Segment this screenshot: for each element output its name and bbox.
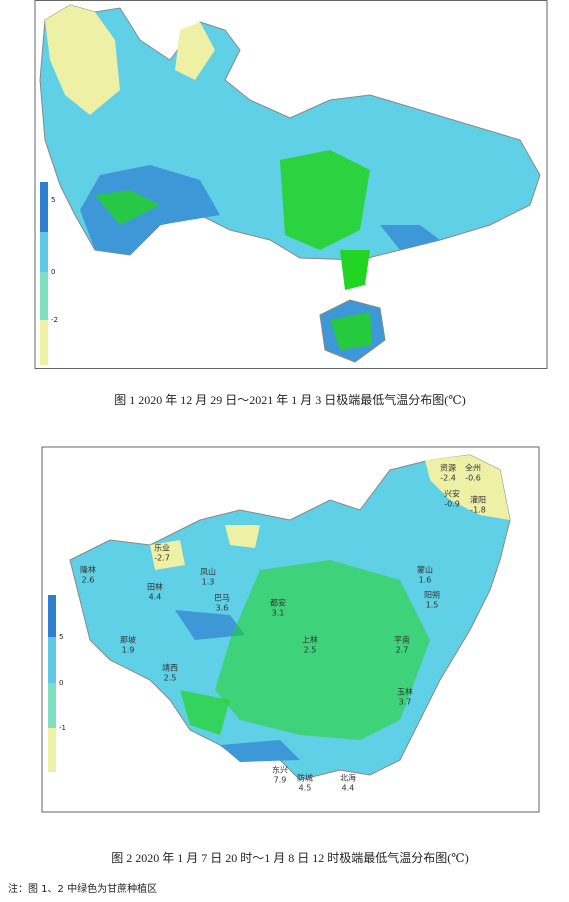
station-name: 那坡 [120,635,136,645]
station-labels: 资源-2.4全州-0.6兴安-0.9 灌阳-1.8乐业-2.7隆林2.6田林4.4… [80,463,486,793]
figure2-legend [48,595,56,772]
station-value: -1.8 [470,506,486,515]
station-value: 7.9 [274,776,287,785]
station-value: 1.9 [122,646,135,655]
station-name: 防城 [297,773,313,783]
figure1-map [39,4,541,363]
station-name: 资源 [440,463,456,473]
station-name: 田林 [147,582,163,592]
figure1-legend [40,182,48,365]
figure2-map [69,454,511,781]
station-name: 都安 [270,598,286,608]
station-value: 3.1 [272,609,285,618]
station-name: 隆林 [80,565,96,575]
station-value: 2.6 [82,576,95,585]
station-name: 靖西 [162,663,178,673]
station-name: 东兴 [272,765,288,775]
station-name: 蒙山 [417,565,433,575]
legend-label: 0 [51,268,55,276]
station-name: 玉林 [397,687,413,697]
station-value: 4.5 [299,784,312,793]
legend-label: 5 [51,196,55,204]
note: 注：图 1、2 中绿色为甘蔗种植区 [8,882,157,895]
station-value: 1.5 [426,601,439,610]
figure1-caption: 图 1 2020 年 12 月 29 日～2021 年 1 月 3 日极端最低气… [114,392,465,407]
station-value: 2.5 [164,674,177,683]
station-name: 上林 [302,635,318,645]
station-value: 3.6 [216,604,229,613]
station-value: -2.4 [440,474,456,483]
station-name: 凤山 [200,567,216,577]
station-value: 1.3 [202,578,215,587]
station-value: 2.7 [396,646,409,655]
figure2-caption: 图 2 2020 年 1 月 7 日 20 时～1 月 8 日 12 时极端最低… [111,850,468,865]
station-name: 平南 [394,635,410,645]
station-name: 北海 [340,773,356,783]
legend-label: -1 [59,724,66,732]
station-name: 巴马 [214,594,230,603]
station-value: -0.9 [444,500,460,509]
station-name: 兴安 [444,489,460,499]
legend-label: 5 [59,633,63,641]
station-value: -2.7 [154,554,170,563]
station-value: -0.6 [465,474,481,483]
station-value: 3.7 [399,698,412,707]
station-name: 全州 [465,463,481,473]
legend-label: 0 [59,679,63,687]
station-value: 1.6 [419,576,432,585]
station-value: 4.4 [149,593,162,602]
station-name: 灌阳 [470,495,486,505]
station-name: 乐业 [154,543,170,553]
station-value: 4.4 [342,784,355,793]
station-name: 阳朔 [424,590,440,600]
station-value: 2.5 [304,646,317,655]
legend-label: -2 [51,316,58,324]
